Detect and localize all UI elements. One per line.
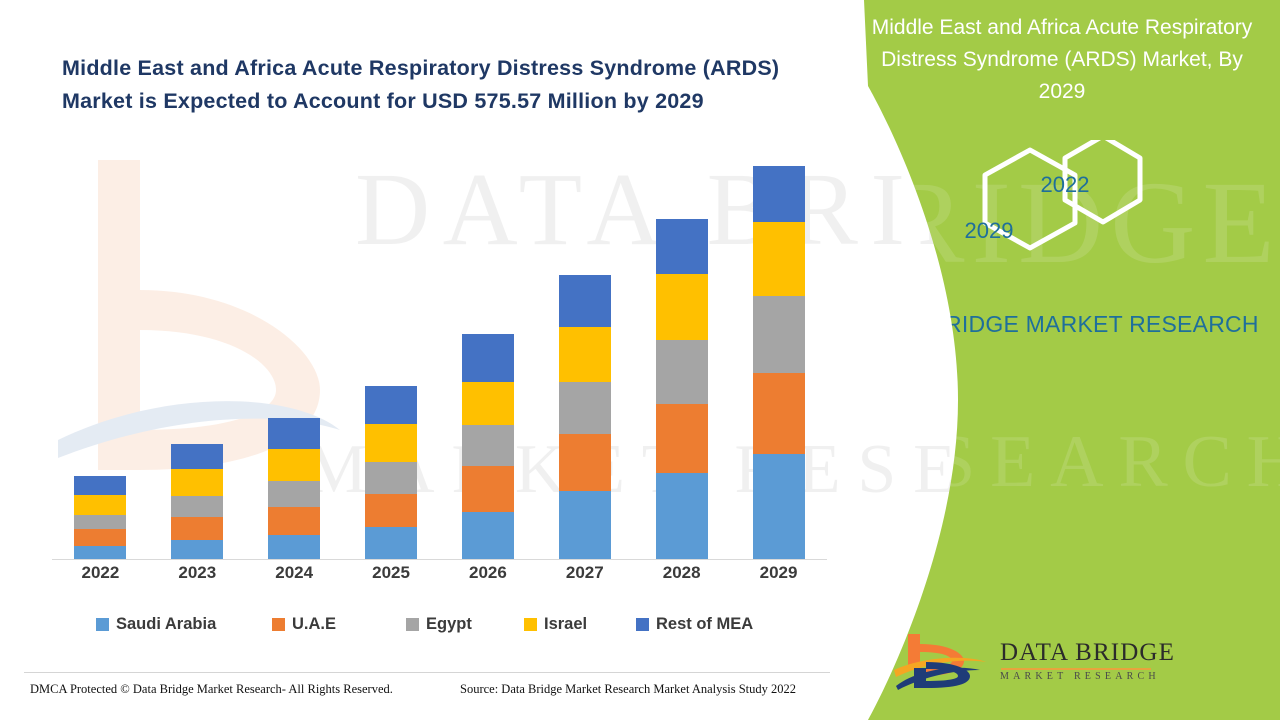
bar-segment [752, 296, 805, 374]
bar-column-2029[interactable] [752, 165, 805, 559]
bar-segment [365, 424, 418, 462]
bar-segment [752, 165, 805, 222]
logo-main-text: DATA BRIDGE [1000, 639, 1175, 666]
bar-column-2022[interactable] [74, 475, 127, 559]
bar-segment [365, 462, 418, 494]
bar-segment [171, 495, 224, 517]
bar-segment [268, 507, 321, 535]
bar-segment [461, 466, 514, 512]
bar-column-2026[interactable] [461, 334, 514, 559]
bar-segment [752, 453, 805, 559]
hexagon-label-start-year: 2022 [1040, 172, 1090, 197]
bar-segment [655, 274, 708, 341]
hexagon-end-year [985, 150, 1075, 248]
bar-segment [655, 403, 708, 473]
x-axis-label-2025: 2025 [372, 563, 410, 582]
legend-label: U.A.E [292, 615, 337, 633]
green-panel-title: Middle East and Africa Acute Respiratory… [871, 16, 1253, 103]
x-axis-label-2028: 2028 [662, 563, 701, 582]
x-axis-label-2024: 2024 [275, 563, 314, 582]
logo-divider [1001, 668, 1151, 670]
data-bridge-logo-icon [890, 630, 1120, 692]
bar-segment [365, 493, 418, 528]
bar-segment [268, 534, 321, 559]
bar-segment [558, 434, 611, 492]
legend-swatch-icon [636, 618, 649, 631]
bar-segment [558, 326, 611, 382]
bar-segment [558, 275, 611, 327]
bar-column-2024[interactable] [268, 417, 321, 559]
bar-segment [171, 444, 224, 470]
logo-sub-text: MARKET RESEARCH [1000, 670, 1160, 682]
legend-item-u-a-e[interactable]: U.A.E [272, 615, 336, 634]
x-axis-tick-labels: 2022 2023 2024 2025 2026 2027 2028 2029 [52, 563, 827, 593]
legend-item-saudi-arabia[interactable]: Saudi Arabia [96, 615, 216, 634]
x-axis-label-2027: 2027 [565, 563, 604, 582]
legend-swatch-icon [96, 618, 109, 631]
hexagon-year-badges [940, 140, 1240, 270]
bar-column-2027[interactable] [558, 275, 611, 559]
bar-segment [171, 540, 224, 559]
bar-segment [74, 514, 127, 530]
chart-legend: Saudi Arabia U.A.E Egypt Israel Rest of MEA [96, 615, 816, 643]
bar-segment [74, 475, 127, 495]
bar-segment [74, 529, 127, 547]
legend-label: Rest of MEA [656, 615, 754, 633]
hexagon-label-end-year: 2029 [964, 218, 1014, 243]
bar-segment [655, 472, 708, 559]
chart-plot-area [52, 150, 827, 560]
bar-segment [461, 381, 514, 426]
stacked-bar-chart [52, 150, 827, 560]
bar-segment [461, 425, 514, 467]
legend-label: Israel [544, 615, 588, 633]
bar-segment [74, 494, 127, 515]
green-watermark-research: RESEARCH [810, 421, 1280, 503]
bar-column-2023[interactable] [171, 444, 224, 559]
legend-swatch-icon [406, 618, 419, 631]
bar-column-2025[interactable] [365, 386, 418, 559]
bar-segment [461, 511, 514, 559]
footer-divider [24, 672, 830, 673]
x-axis-label-2023: 2023 [178, 563, 217, 582]
legend-label: Egypt [426, 615, 472, 633]
bar-segment [558, 491, 611, 559]
x-axis-label-2029: 2029 [759, 563, 798, 582]
legend-item-egypt[interactable]: Egypt [406, 615, 472, 634]
bar-segment [752, 373, 805, 454]
legend-swatch-icon [524, 618, 537, 631]
bar-segment [74, 546, 127, 559]
legend-item-rest-of-mea[interactable]: Rest of MEA [636, 615, 753, 634]
bar-segment [268, 417, 321, 450]
bar-segment [655, 340, 708, 404]
green-panel-brand: DATA BRIDGE MARKET RESEARCH [865, 311, 1259, 337]
bar-segment [461, 334, 514, 382]
footer-source-note: Source: Data Bridge Market Research Mark… [460, 682, 797, 696]
bar-segment [171, 469, 224, 496]
data-bridge-logo-text: DATA BRIDGE MARKET RESEARCH [1000, 640, 1200, 682]
bar-segment [365, 527, 418, 559]
footer-dmca-notice: DMCA Protected © Data Bridge Market Rese… [30, 682, 393, 696]
bar-segment [558, 381, 611, 435]
x-axis-label-2022: 2022 [81, 563, 120, 582]
legend-swatch-icon [272, 618, 285, 631]
bar-segment [655, 219, 708, 275]
x-axis-line [52, 559, 827, 560]
x-axis-label-2026: 2026 [469, 563, 507, 582]
bar-column-2028[interactable] [655, 219, 708, 559]
bar-segment [171, 516, 224, 541]
legend-item-israel[interactable]: Israel [524, 615, 587, 634]
legend-label: Saudi Arabia [116, 615, 217, 633]
green-side-panel: BRIDGE RESEARCH Middle East and Africa A… [840, 0, 1280, 720]
bar-segment [268, 480, 321, 508]
bar-segment [365, 386, 418, 425]
bar-segment [268, 449, 321, 481]
bar-segment [752, 221, 805, 297]
page-title: Middle East and Africa Acute Respiratory… [62, 56, 780, 114]
